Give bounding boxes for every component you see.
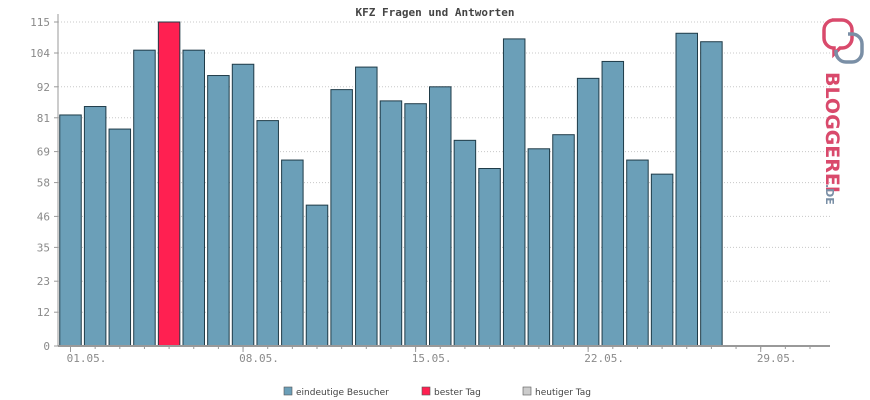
y-tick-label: 81 [37, 112, 50, 125]
bar [207, 75, 230, 347]
bar [576, 77, 600, 347]
y-tick-label: 35 [37, 241, 50, 254]
bar [330, 89, 353, 347]
bar-best-day [157, 21, 181, 347]
bar [256, 120, 279, 347]
bar [429, 86, 452, 347]
y-tick-label: 23 [37, 275, 50, 288]
x-tick-label: 01.05. [67, 352, 107, 365]
bar [59, 114, 82, 347]
y-tick-label: 92 [37, 81, 50, 94]
bar [108, 128, 132, 347]
y-tick-label: 69 [37, 146, 50, 159]
bar [626, 159, 649, 347]
logo-suffix: .DE [823, 184, 836, 205]
bar [231, 63, 255, 347]
logo-wordmark: BLOGGEREI [821, 72, 843, 193]
logo-chat-icon [822, 18, 864, 64]
x-axis: 01.05. 08.05. 15.05. 22.05. 29.05. [58, 345, 830, 365]
bar [453, 139, 477, 347]
y-tick-label: 46 [37, 210, 50, 223]
chart-title: KFZ Fragen und Antworten [356, 6, 515, 19]
bar [83, 106, 107, 347]
bar [700, 41, 723, 347]
bar [502, 38, 526, 347]
x-tick-label: 08.05. [239, 352, 279, 365]
legend-swatch [522, 386, 532, 396]
bar [281, 159, 304, 347]
y-tick-label: 104 [30, 47, 50, 60]
y-tick-label: 115 [30, 16, 50, 29]
bar [305, 204, 329, 347]
bar [379, 100, 403, 347]
bars [59, 21, 723, 347]
legend-label: heutiger Tag [535, 388, 591, 398]
y-tick-label: 58 [37, 177, 50, 190]
bar [133, 49, 156, 347]
bar [675, 32, 698, 347]
bar [552, 134, 575, 347]
y-axis: 0 12 23 35 46 58 69 81 92 104 115 [30, 14, 59, 353]
x-tick-label: 22.05. [584, 352, 624, 365]
bar [355, 66, 378, 347]
x-tick-label: 29.05. [757, 352, 797, 365]
legend-label: bester Tag [434, 388, 481, 398]
legend-swatch [421, 386, 431, 396]
legend: eindeutige Besucher bester Tag heutiger Ta… [283, 386, 591, 398]
legend-label: eindeutige Besucher [296, 388, 389, 398]
bar [478, 168, 501, 347]
bar [404, 103, 427, 347]
legend-swatch [283, 386, 293, 396]
x-tick-label: 15.05. [412, 352, 452, 365]
bar [601, 60, 625, 347]
bar [650, 173, 674, 347]
bar [182, 49, 205, 347]
bloggerei-logo: BLOGGEREI .DE [821, 18, 864, 205]
y-tick-label: 0 [43, 340, 50, 353]
bar [527, 148, 551, 347]
y-tick-label: 12 [37, 306, 50, 319]
